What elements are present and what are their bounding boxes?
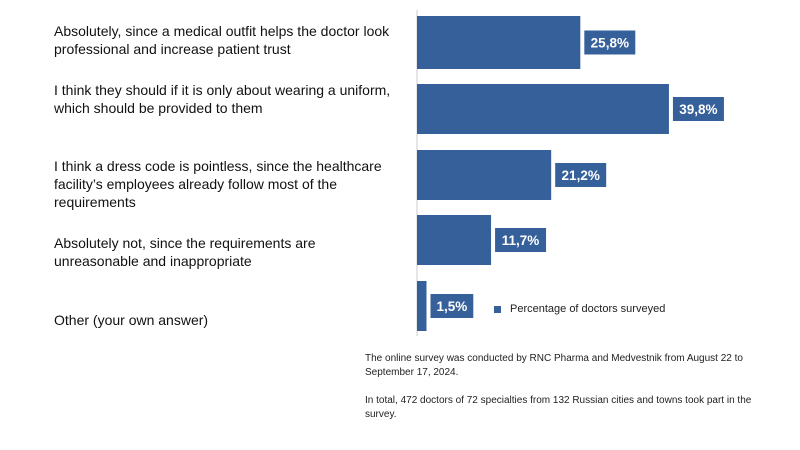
value-label-box-1 — [584, 30, 636, 55]
value-label-1: 25,8% — [591, 36, 629, 51]
value-label-4: 11,7% — [502, 233, 540, 248]
value-label-box-2 — [672, 97, 724, 121]
bar-5 — [417, 281, 427, 331]
survey-note-2: In total, 472 doctors of 72 specialties … — [365, 395, 752, 420]
bar-3 — [417, 150, 552, 200]
bar-1 — [417, 16, 581, 69]
survey-notes: The online survey was conducted by RNC P… — [365, 352, 765, 436]
category-label-5: Other (your own answer) — [54, 312, 209, 328]
value-label-box-5 — [430, 294, 474, 318]
value-label-box-3 — [555, 163, 607, 187]
legend-swatch — [494, 305, 501, 313]
value-label-box-4 — [495, 228, 547, 252]
category-label-3: I think a dress code is pointless, since… — [54, 158, 382, 210]
bar-2 — [417, 84, 669, 134]
category-label-2: I think they should if it is only about … — [54, 82, 391, 116]
value-label-2: 39,8% — [679, 102, 717, 117]
category-label-1: Absolutely, since a medical outfit helps… — [54, 23, 390, 57]
legend: Percentage of doctors surveyed — [494, 303, 665, 315]
category-label-4: Absolutely not, since the requirements a… — [54, 235, 316, 269]
value-label-5: 1,5% — [437, 299, 468, 314]
bar-4 — [417, 215, 492, 265]
value-label-3: 21,2% — [562, 168, 600, 183]
legend-label: Percentage of doctors surveyed — [510, 303, 666, 315]
survey-note-1: The online survey was conducted by RNC P… — [365, 353, 743, 378]
